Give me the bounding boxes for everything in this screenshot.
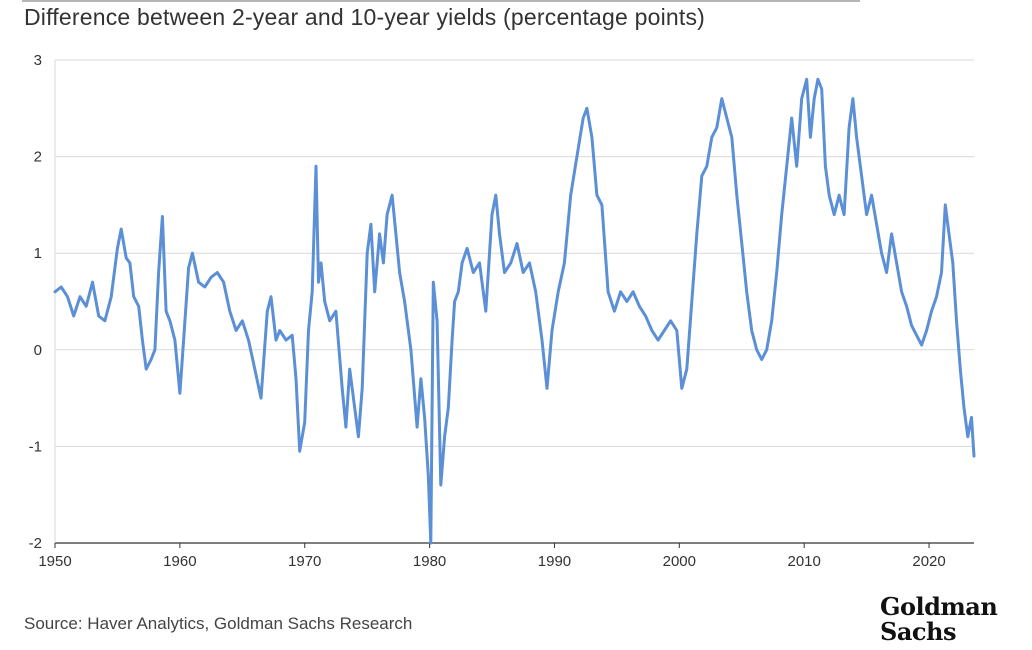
x-tick-label: 1970 xyxy=(288,553,321,570)
y-tick-label: 2 xyxy=(34,149,42,166)
x-tick-label: 2020 xyxy=(912,553,945,570)
x-tick-label: 2010 xyxy=(787,553,820,570)
logo-line-1: Goldman xyxy=(880,592,998,621)
chart-plot: 3 2 1 0 -1 -2 1950 1960 1970 1980 1990 2000 2010 202… xyxy=(29,52,976,570)
y-tick-label: 1 xyxy=(34,245,42,262)
logo-line-2: Sachs xyxy=(880,617,956,646)
x-tick-label: 1960 xyxy=(163,553,196,570)
x-tick-label: 2000 xyxy=(663,553,696,570)
y-tick-label: -2 xyxy=(29,535,42,552)
y-tick-label: -1 xyxy=(29,438,42,455)
x-tick-label: 1980 xyxy=(413,553,446,570)
chart-title: Difference between 2-year and 10-year yi… xyxy=(24,4,706,30)
x-tick-label: 1990 xyxy=(538,553,571,570)
y-tick-label: 0 xyxy=(34,342,42,359)
source-note: Source: Haver Analytics, Goldman Sachs R… xyxy=(24,614,413,633)
x-axis-ticks: 1950 1960 1970 1980 1990 2000 2010 2020 xyxy=(38,553,945,570)
top-rule xyxy=(22,0,860,2)
y-tick-label: 3 xyxy=(34,52,42,69)
gridlines xyxy=(54,59,974,548)
yield-spread-line xyxy=(53,77,976,545)
goldman-sachs-logo: Goldman Sachs xyxy=(880,594,1010,644)
y-axis-ticks: 3 2 1 0 -1 -2 xyxy=(29,52,42,552)
x-tick-label: 1950 xyxy=(38,553,71,570)
